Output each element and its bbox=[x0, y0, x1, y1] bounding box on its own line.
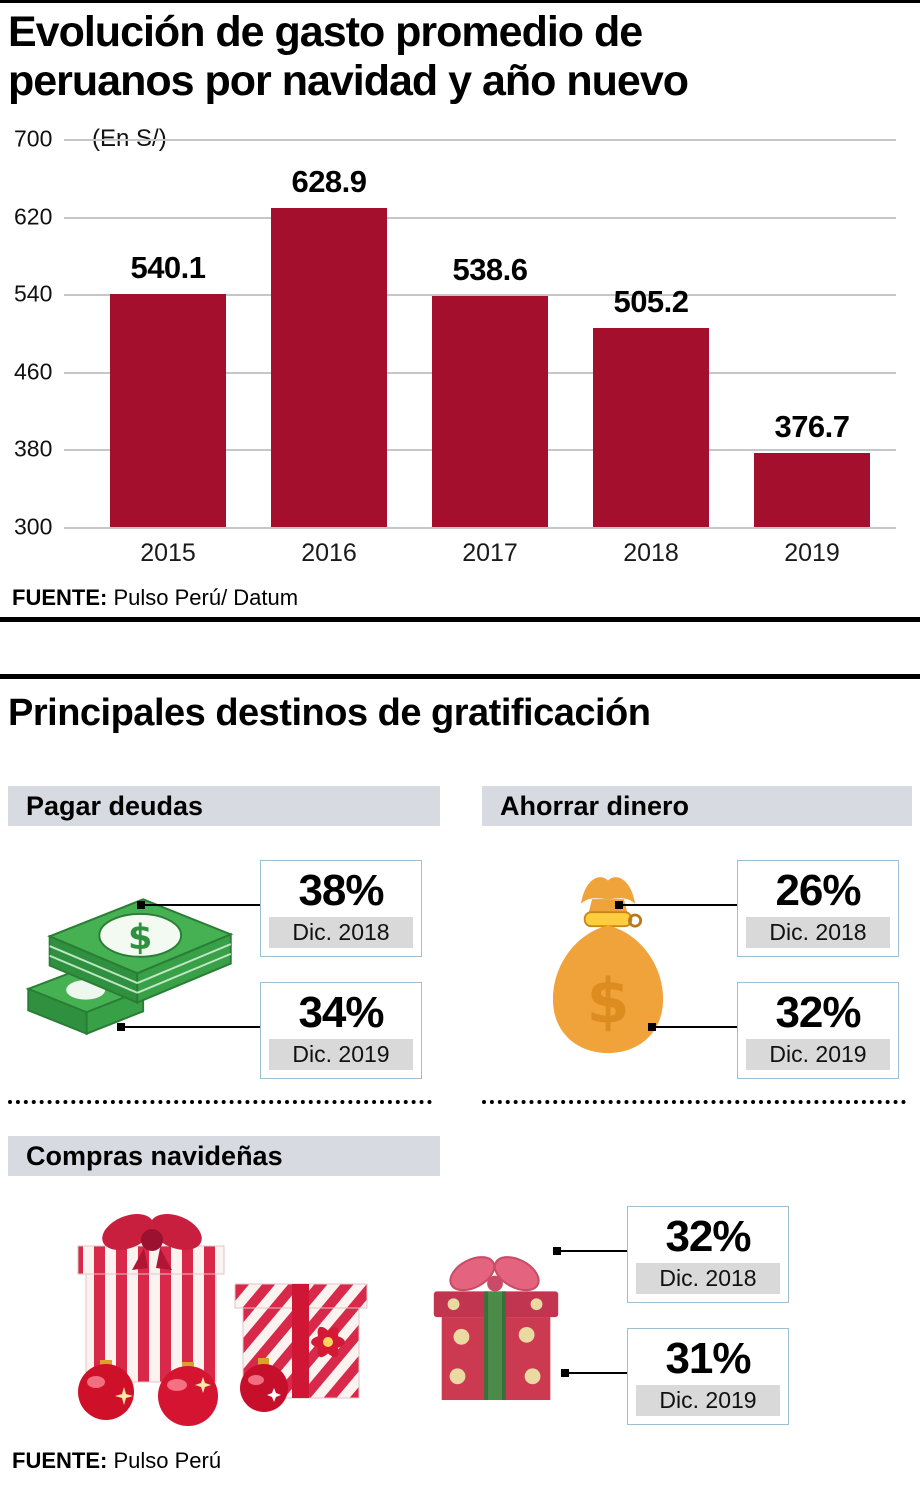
money-stack-icon: $ bbox=[22, 874, 237, 1059]
callout-node bbox=[615, 901, 623, 909]
money-stack-main: $ bbox=[47, 898, 234, 1004]
section-title: Principales destinos de gratificación bbox=[8, 692, 651, 734]
gridline bbox=[8, 139, 896, 141]
stat-percentage: 38% bbox=[298, 866, 384, 915]
x-axis-tick: 2015 bbox=[140, 539, 196, 567]
gift-box-svg bbox=[433, 1256, 559, 1401]
svg-text:$: $ bbox=[587, 965, 630, 1037]
money-bag-icon: $ bbox=[538, 866, 678, 1062]
top-divider bbox=[0, 0, 920, 3]
chart-title-line1: Evolución de gasto promedio de bbox=[8, 8, 643, 56]
stat-percentage: 34% bbox=[298, 988, 384, 1037]
money-bag-svg: $ bbox=[552, 877, 664, 1054]
stat-box-compras-2018: 32% Dic. 2018 bbox=[627, 1206, 789, 1303]
source-text: Pulso Perú/ Datum bbox=[113, 585, 299, 610]
bar-value-label: 628.9 bbox=[291, 163, 367, 199]
callout-line bbox=[568, 1372, 627, 1374]
callout-node bbox=[117, 1023, 125, 1031]
callout-line bbox=[622, 904, 737, 906]
y-axis-tick: 540 bbox=[8, 278, 65, 310]
gift-box-icon bbox=[418, 1238, 576, 1408]
bar-value-label: 540.1 bbox=[130, 250, 206, 286]
gridline bbox=[8, 294, 896, 297]
bar-2019 bbox=[754, 452, 870, 527]
stat-date: Dic. 2019 bbox=[746, 1039, 890, 1070]
gridline bbox=[8, 216, 896, 219]
stat-date: Dic. 2019 bbox=[269, 1039, 413, 1070]
card-header-ahorrar-dinero: Ahorrar dinero bbox=[482, 786, 912, 826]
dotted-divider bbox=[8, 1100, 432, 1104]
stat-date: Dic. 2018 bbox=[636, 1263, 780, 1294]
stat-percentage: 32% bbox=[775, 988, 861, 1037]
bar-2016 bbox=[271, 207, 387, 527]
christmas-gifts-icon bbox=[28, 1190, 398, 1430]
y-axis-tick: 620 bbox=[8, 201, 65, 233]
bar-value-label: 505.2 bbox=[613, 283, 689, 319]
bar-chart: 700 620 540 460 380 300 540.1 2015 628.9 2016 538.… bbox=[8, 123, 896, 567]
bar-2017 bbox=[432, 295, 548, 527]
callout-node bbox=[648, 1023, 656, 1031]
y-axis-tick: 700 bbox=[8, 123, 65, 155]
stat-percentage: 32% bbox=[665, 1212, 751, 1261]
stat-date: Dic. 2018 bbox=[746, 917, 890, 948]
stat-box-pagar-2019: 34% Dic. 2019 bbox=[260, 982, 422, 1079]
bar-value-label: 538.6 bbox=[452, 251, 528, 287]
stat-box-ahorrar-2018: 26% Dic. 2018 bbox=[737, 860, 899, 957]
stat-box-pagar-2018: 38% Dic. 2018 bbox=[260, 860, 422, 957]
bar-2018 bbox=[593, 327, 709, 527]
stat-percentage: 31% bbox=[665, 1334, 751, 1383]
chart-title-line2: peruanos por navidad y año nuevo bbox=[8, 56, 689, 105]
y-axis-tick: 380 bbox=[8, 433, 65, 465]
bar-value-label: 376.7 bbox=[774, 408, 850, 444]
gridline bbox=[8, 527, 896, 529]
callout-line bbox=[560, 1250, 627, 1252]
stat-date: Dic. 2019 bbox=[636, 1385, 780, 1416]
x-axis-tick: 2016 bbox=[301, 539, 357, 567]
bar-2015 bbox=[110, 294, 226, 527]
striped-gift-right bbox=[234, 1283, 368, 1399]
callout-node bbox=[561, 1369, 569, 1377]
x-axis-tick: 2017 bbox=[462, 539, 518, 567]
sparkles bbox=[115, 1377, 281, 1405]
footer-source: FUENTE: Pulso Perú bbox=[12, 1448, 221, 1474]
dotted-divider bbox=[482, 1100, 906, 1104]
callout-line bbox=[144, 904, 260, 906]
x-axis-tick: 2019 bbox=[784, 539, 840, 567]
chart-title: Evolución de gasto promedio de peruanos … bbox=[8, 8, 913, 105]
money-stack-svg: $ bbox=[25, 898, 234, 1036]
callout-node bbox=[553, 1247, 561, 1255]
stat-box-ahorrar-2019: 32% Dic. 2019 bbox=[737, 982, 899, 1079]
gifts-svg bbox=[77, 1214, 368, 1426]
callout-line bbox=[655, 1026, 737, 1028]
stat-date: Dic. 2018 bbox=[269, 917, 413, 948]
x-axis-tick: 2018 bbox=[623, 539, 679, 567]
svg-text:$: $ bbox=[128, 917, 152, 958]
section-divider bbox=[0, 674, 920, 679]
stat-box-compras-2019: 31% Dic. 2019 bbox=[627, 1328, 789, 1425]
poinsettia bbox=[311, 1326, 345, 1358]
y-axis-tick: 460 bbox=[8, 356, 65, 388]
striped-gift-left bbox=[77, 1214, 225, 1383]
callout-line bbox=[124, 1026, 260, 1028]
source-label: FUENTE: bbox=[12, 585, 108, 610]
section-divider bbox=[0, 617, 920, 622]
source-text: Pulso Perú bbox=[113, 1448, 222, 1473]
stat-percentage: 26% bbox=[775, 866, 861, 915]
y-axis-tick: 300 bbox=[8, 511, 65, 543]
source-label: FUENTE: bbox=[12, 1448, 108, 1473]
callout-node bbox=[137, 901, 145, 909]
ornaments bbox=[78, 1358, 288, 1426]
chart-source: FUENTE: Pulso Perú/ Datum bbox=[12, 585, 298, 611]
card-header-pagar-deudas: Pagar deudas bbox=[8, 786, 440, 826]
card-header-compras-navidenas: Compras navideñas bbox=[8, 1136, 440, 1176]
